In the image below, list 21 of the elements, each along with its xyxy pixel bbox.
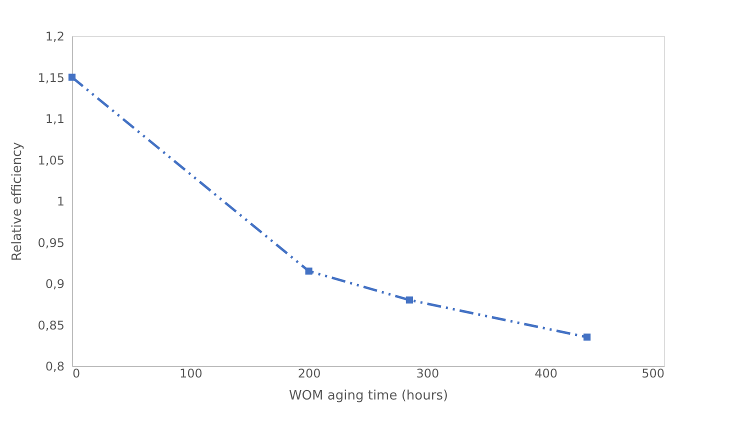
y-tick-label: 1 [56,194,64,208]
x-tick-label: 300 [416,366,440,380]
y-tick-label: 1,15 [38,70,64,85]
x-tick-label: 100 [179,366,202,380]
y-tick-label: 1,1 [45,112,64,126]
y-tick-label: 0,95 [38,236,64,250]
y-tick-label: 1,05 [38,153,64,168]
y-tick-label: 0,9 [45,277,64,291]
x-axis-title: WOM aging time (hours) [288,388,448,404]
x-tick-label: 500 [642,366,664,380]
point [68,74,76,81]
y-tick-label: 0,85 [38,318,64,332]
x-tick-label: 200 [298,366,321,380]
y-tick-label: 1,2 [45,30,64,44]
point [584,334,591,341]
x-tick-label: 0 [72,366,80,380]
point [305,268,312,275]
x-tick-label: 400 [534,366,558,380]
y-tick-label: 0,8 [45,360,64,374]
y-axis-title: Relative efficiency [10,142,25,261]
point [406,296,413,304]
